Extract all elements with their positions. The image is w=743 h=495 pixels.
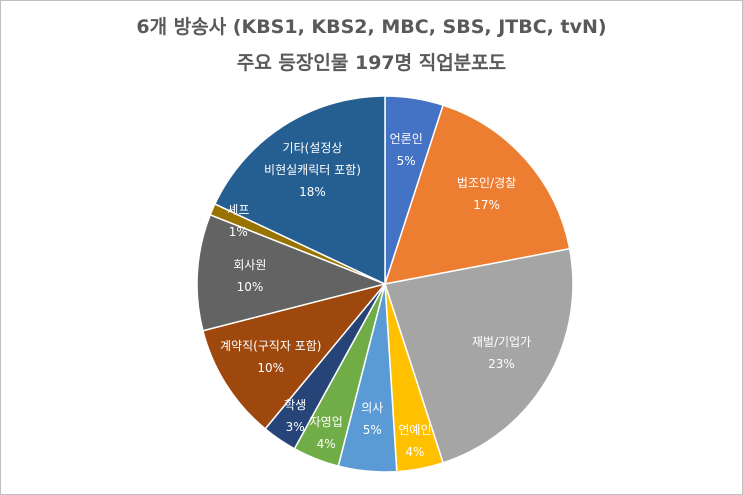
- category-label: 연예인: [398, 422, 432, 437]
- slice-label: 셰프 1%: [227, 199, 249, 243]
- slice-label: 자영업 4%: [310, 411, 343, 455]
- slice-label: 의사 5%: [361, 397, 383, 441]
- value-label: 10%: [257, 360, 285, 375]
- value-label: 23%: [488, 356, 515, 371]
- category-label: 계약직(구직자 포함): [219, 338, 322, 353]
- category-label: 자영업: [309, 414, 343, 429]
- slice-label: 언론인 5%: [390, 128, 423, 172]
- value-label: 17%: [473, 198, 500, 213]
- pie-slice: [384, 247, 574, 464]
- value-label: 4%: [405, 444, 425, 459]
- pie-slice: [201, 282, 388, 430]
- category-label: 법조인/경찰: [456, 176, 517, 191]
- value-label: 1%: [228, 224, 248, 239]
- category-label: 기타(설정상 비현실캐릭터 포함): [264, 140, 361, 177]
- chart-title: 6개 방송사 (KBS1, KBS2, MBC, SBS, JTBC, tvN)…: [136, 16, 607, 74]
- value-label: 4%: [316, 436, 336, 451]
- pie-slice: [213, 95, 386, 286]
- value-label: 10%: [236, 279, 264, 294]
- category-label: 의사: [361, 400, 384, 415]
- slice-label: 연예인 4%: [398, 419, 431, 463]
- slice-label: 회사원 10%: [233, 254, 266, 298]
- slice-label: 재벌/기업가 23%: [472, 331, 531, 375]
- pie-slice: [196, 213, 388, 332]
- value-label: 3%: [285, 420, 305, 435]
- category-label: 회사원: [233, 257, 267, 272]
- slice-label: 기타(설정상 비현실캐릭터 포함) 18%: [264, 137, 361, 203]
- slice-label: 계약직(구직자 포함) 10%: [220, 335, 322, 379]
- slice-label: 학생 3%: [284, 394, 306, 438]
- value-label: 18%: [299, 184, 326, 199]
- category-label: 언론인: [389, 132, 423, 147]
- slice-label: 법조인/경찰 17%: [457, 172, 516, 216]
- category-label: 셰프: [227, 202, 250, 217]
- category-label: 학생: [284, 398, 307, 413]
- value-label: 5%: [362, 422, 382, 437]
- pie-slice: [383, 104, 571, 285]
- value-label: 5%: [396, 154, 416, 169]
- category-label: 재벌/기업가: [471, 334, 532, 349]
